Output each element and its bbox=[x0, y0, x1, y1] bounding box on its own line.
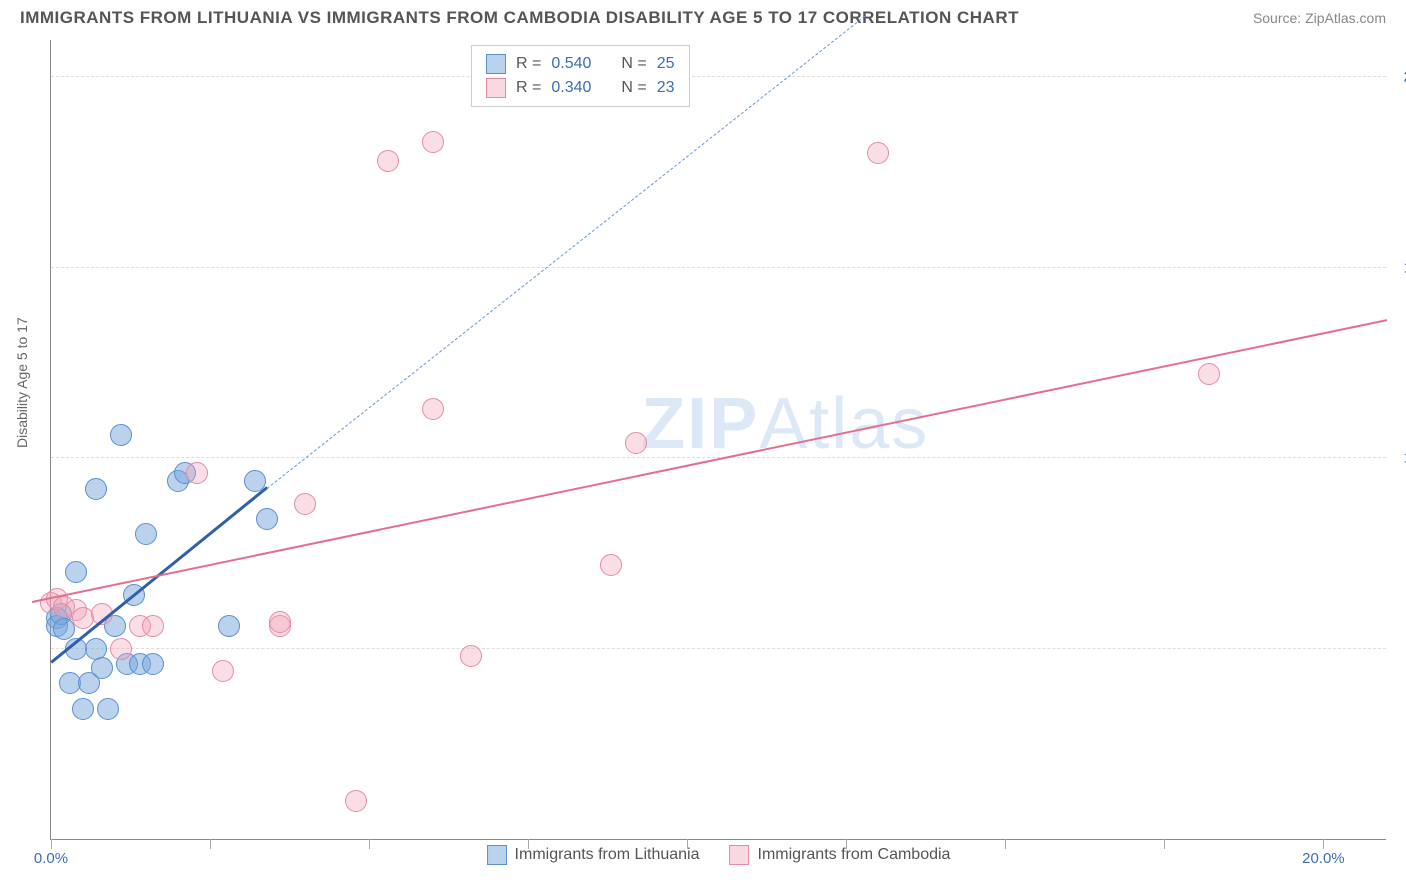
data-point bbox=[600, 554, 622, 576]
y-axis-label: Disability Age 5 to 17 bbox=[14, 317, 30, 448]
gridline-h bbox=[51, 76, 1386, 77]
data-point bbox=[110, 424, 132, 446]
data-point bbox=[422, 131, 444, 153]
data-point bbox=[85, 478, 107, 500]
legend-r-value: 0.540 bbox=[551, 55, 591, 73]
gridline-h bbox=[51, 648, 1386, 649]
legend-row: R = 0.340 N = 23 bbox=[486, 76, 675, 100]
legend-item: Immigrants from Cambodia bbox=[730, 845, 951, 865]
data-point bbox=[97, 698, 119, 720]
data-point bbox=[110, 638, 132, 660]
data-point bbox=[65, 561, 87, 583]
x-tick bbox=[1164, 839, 1165, 849]
series-legend: Immigrants from Lithuania Immigrants fro… bbox=[487, 845, 951, 865]
data-point bbox=[142, 653, 164, 675]
plot-area: ZIPAtlas R = 0.540 N = 25 R = 0.340 N = … bbox=[50, 40, 1386, 840]
x-tick bbox=[1323, 839, 1324, 849]
x-tick bbox=[846, 839, 847, 849]
legend-row: R = 0.540 N = 25 bbox=[486, 52, 675, 76]
data-point bbox=[218, 615, 240, 637]
data-point bbox=[1198, 363, 1220, 385]
legend-n-value: 23 bbox=[657, 79, 675, 97]
swatch-blue bbox=[486, 54, 506, 74]
data-point bbox=[212, 660, 234, 682]
data-point bbox=[867, 142, 889, 164]
data-point bbox=[135, 523, 157, 545]
swatch-pink bbox=[730, 845, 750, 865]
data-point bbox=[345, 790, 367, 812]
data-point bbox=[142, 615, 164, 637]
data-point bbox=[460, 645, 482, 667]
chart-container: Disability Age 5 to 17 ZIPAtlas R = 0.54… bbox=[50, 40, 1386, 840]
legend-r-value: 0.340 bbox=[551, 79, 591, 97]
x-tick bbox=[687, 839, 688, 849]
correlation-legend: R = 0.540 N = 25 R = 0.340 N = 23 bbox=[471, 45, 690, 107]
x-tick-label: 0.0% bbox=[34, 850, 68, 867]
data-point bbox=[53, 618, 75, 640]
data-point bbox=[422, 398, 444, 420]
data-point bbox=[186, 462, 208, 484]
x-tick bbox=[1005, 839, 1006, 849]
data-point bbox=[294, 493, 316, 515]
data-point bbox=[377, 150, 399, 172]
x-tick bbox=[528, 839, 529, 849]
legend-n-value: 25 bbox=[657, 55, 675, 73]
x-tick bbox=[210, 839, 211, 849]
legend-label: Immigrants from Lithuania bbox=[515, 846, 700, 864]
legend-r-label: R = bbox=[516, 79, 541, 97]
page-title: IMMIGRANTS FROM LITHUANIA VS IMMIGRANTS … bbox=[20, 8, 1019, 28]
legend-label: Immigrants from Cambodia bbox=[758, 846, 951, 864]
legend-item: Immigrants from Lithuania bbox=[487, 845, 700, 865]
gridline-h bbox=[51, 267, 1386, 268]
trend-line bbox=[32, 319, 1387, 603]
legend-n-label: N = bbox=[621, 55, 646, 73]
watermark-thin: Atlas bbox=[759, 384, 929, 464]
swatch-pink bbox=[486, 78, 506, 98]
legend-r-label: R = bbox=[516, 55, 541, 73]
data-point bbox=[91, 657, 113, 679]
data-point bbox=[72, 698, 94, 720]
data-point bbox=[269, 611, 291, 633]
x-tick bbox=[51, 839, 52, 849]
data-point bbox=[625, 432, 647, 454]
legend-n-label: N = bbox=[621, 79, 646, 97]
source-attribution: Source: ZipAtlas.com bbox=[1253, 10, 1386, 26]
swatch-blue bbox=[487, 845, 507, 865]
watermark-bold: ZIP bbox=[641, 384, 759, 464]
x-tick-label: 20.0% bbox=[1302, 850, 1345, 867]
x-tick bbox=[369, 839, 370, 849]
data-point bbox=[256, 508, 278, 530]
